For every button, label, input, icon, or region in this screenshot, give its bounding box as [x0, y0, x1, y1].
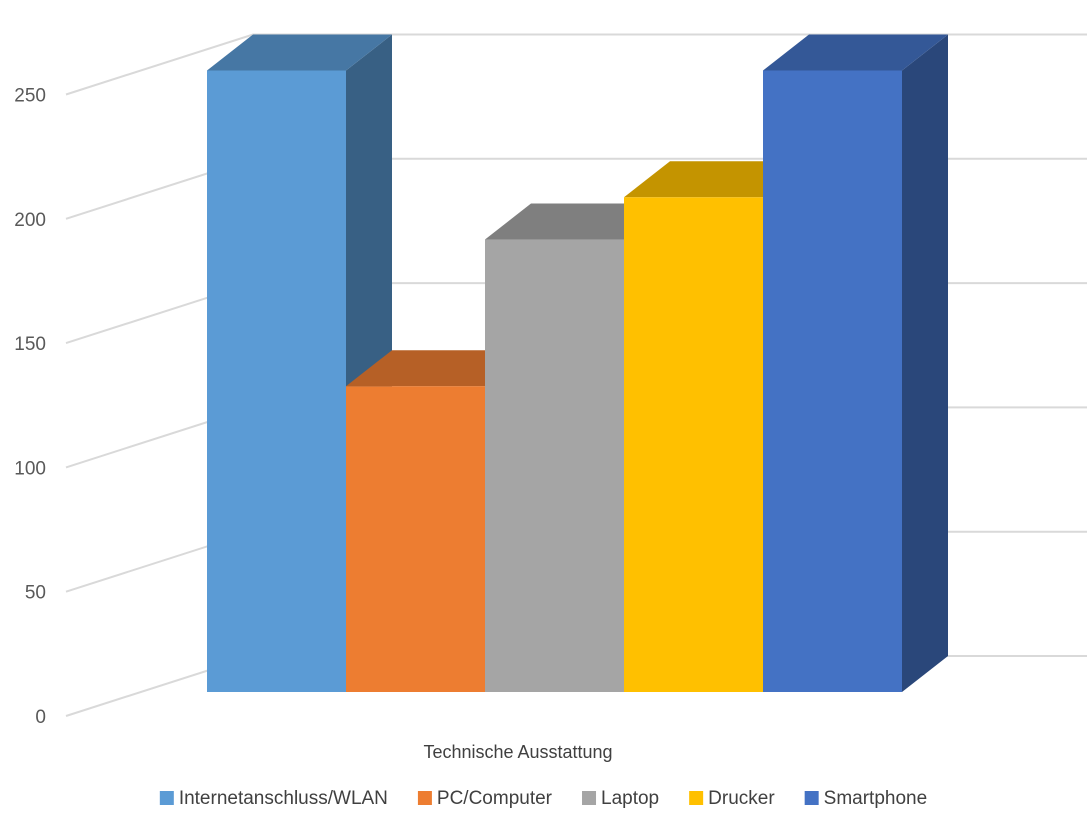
legend-swatch — [804, 791, 819, 805]
legend-swatch — [689, 791, 704, 805]
bar-top — [763, 34, 948, 71]
bars — [207, 34, 948, 692]
legend-swatch — [582, 791, 597, 805]
bar-top — [346, 350, 531, 387]
y-tick-label: 0 — [35, 707, 46, 728]
legend-item: Internetanschluss/WLAN — [159, 788, 388, 809]
legend-label: Internetanschluss/WLAN — [179, 788, 388, 809]
bar — [763, 34, 948, 692]
legend-label: Smartphone — [824, 788, 928, 809]
legend-item: Laptop — [582, 788, 659, 809]
y-tick-label: 200 — [14, 210, 46, 231]
bar-front — [763, 70, 902, 692]
legend-swatch — [417, 791, 432, 805]
bar-front — [624, 197, 763, 692]
y-tick-label: 100 — [14, 458, 46, 479]
bar-top — [624, 161, 809, 198]
legend-item: Drucker — [689, 788, 775, 809]
bar-top — [485, 203, 670, 240]
y-axis-ticks: 0 50 100 150 200 250 — [14, 86, 46, 729]
bar — [207, 34, 392, 692]
category-label: Technische Ausstattung — [423, 742, 612, 762]
y-tick-label: 250 — [14, 86, 46, 107]
y-tick-label: 50 — [25, 583, 46, 604]
legend-label: PC/Computer — [437, 788, 553, 809]
legend-label: Laptop — [601, 788, 659, 809]
y-tick-label: 150 — [14, 334, 46, 355]
legend-item: PC/Computer — [417, 788, 553, 809]
bar-top — [207, 34, 392, 71]
legend-label: Drucker — [708, 788, 775, 809]
bar-front — [207, 70, 346, 692]
bar-front — [485, 239, 624, 692]
legend-item: Smartphone — [804, 788, 928, 809]
legend: Internetanschluss/WLAN PC/Computer Laptop D… — [159, 788, 928, 809]
bar-front — [346, 386, 485, 692]
bar-side — [902, 34, 948, 692]
legend-swatch — [159, 791, 174, 805]
